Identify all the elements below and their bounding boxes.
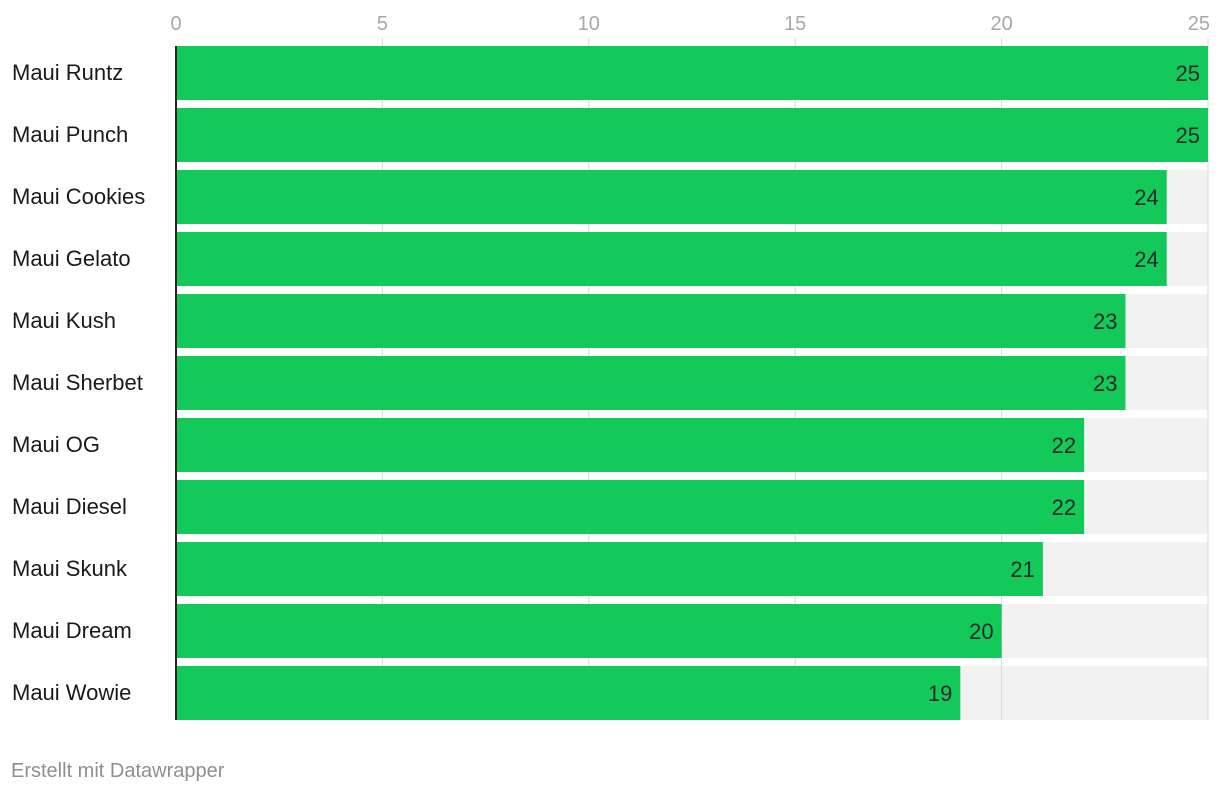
x-tick-label: 0	[170, 13, 181, 35]
value-label: 24	[1134, 247, 1158, 272]
bar	[176, 294, 1126, 348]
category-label: Maui OG	[12, 432, 100, 457]
value-label: 23	[1093, 371, 1117, 396]
x-tick-label: 20	[990, 13, 1012, 35]
value-label: 23	[1093, 309, 1117, 334]
bar	[176, 666, 961, 720]
value-label: 21	[1010, 557, 1034, 582]
value-label: 22	[1052, 495, 1076, 520]
bar	[176, 232, 1167, 286]
bar	[176, 604, 1002, 658]
x-tick-label: 10	[578, 13, 600, 35]
category-label: Maui Skunk	[12, 556, 128, 581]
category-label: Maui Sherbet	[12, 370, 143, 395]
value-label: 22	[1052, 433, 1076, 458]
bar	[176, 356, 1126, 410]
value-label: 24	[1134, 185, 1158, 210]
bar	[176, 46, 1208, 100]
category-label: Maui Diesel	[12, 494, 127, 519]
category-label: Maui Dream	[12, 618, 132, 643]
bar	[176, 418, 1085, 472]
category-label: Maui Kush	[12, 308, 116, 333]
category-label: Maui Wowie	[12, 680, 131, 705]
bar	[176, 170, 1167, 224]
chart-canvas: 0 5 10 15 20 25 Maui Runtz 25 Maui Punch 25 Maui C…	[12, 13, 1210, 720]
value-label: 25	[1176, 123, 1200, 148]
value-label: 20	[969, 619, 993, 644]
value-label: 25	[1176, 61, 1200, 86]
category-label: Maui Runtz	[12, 60, 123, 85]
category-label: Maui Punch	[12, 122, 128, 147]
x-tick-label: 25	[1188, 13, 1210, 35]
bar	[176, 480, 1085, 534]
footer-credit: Erstellt mit Datawrapper	[11, 760, 225, 782]
category-label: Maui Gelato	[12, 246, 131, 271]
x-tick-label: 15	[784, 13, 806, 35]
bar	[176, 542, 1043, 596]
bar	[176, 108, 1208, 162]
x-tick-label: 5	[377, 13, 388, 35]
value-label: 19	[928, 681, 952, 706]
category-label: Maui Cookies	[12, 184, 145, 209]
